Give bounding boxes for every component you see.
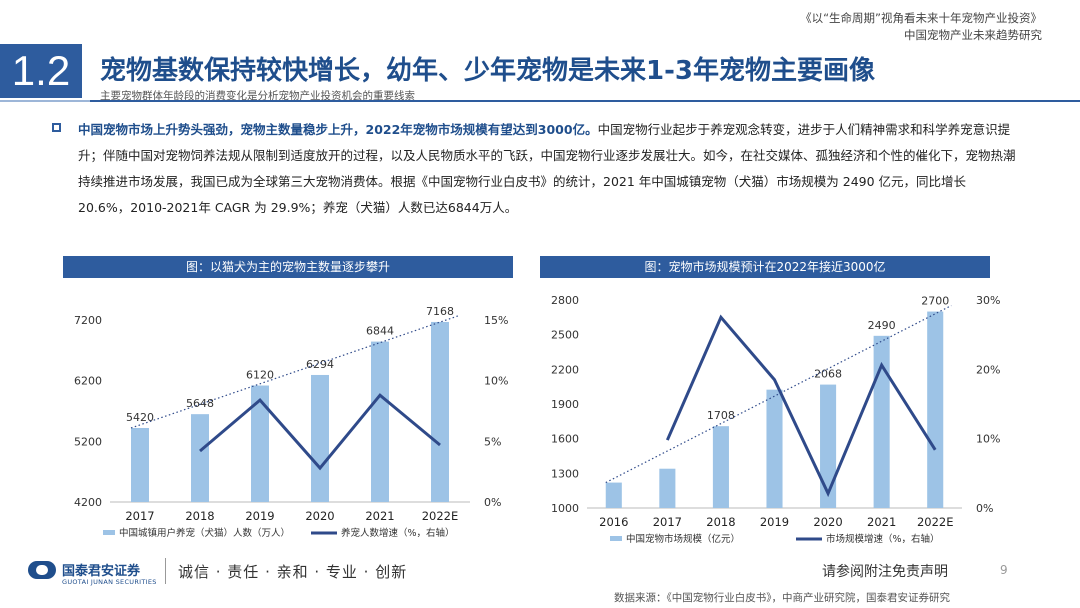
- bar-2018: [712, 426, 729, 508]
- page-number: 9: [1000, 563, 1008, 577]
- bar-2017: [659, 468, 676, 508]
- category-label: 2017: [653, 515, 682, 529]
- category-label: 2022E: [422, 509, 459, 523]
- brand-logo: 国泰君安证券 GUOTAI JUNAN SECURITIES: [28, 560, 156, 586]
- right-axis-tick: 10%: [484, 375, 508, 388]
- data-label: 7168: [426, 305, 454, 318]
- category-label: 2021: [867, 515, 896, 529]
- data-label: 2700: [921, 295, 949, 308]
- category-label: 2016: [599, 515, 628, 529]
- disclaimer: 请参阅附注免责声明: [822, 564, 948, 580]
- trend-line: [130, 315, 459, 429]
- footer-divider: [165, 558, 166, 584]
- left-axis-tick: 1600: [551, 433, 579, 446]
- body-text: 中国宠物行业起步于养宠观念转变，进步于人们精神需求和科学养宠意识提升；伴随中国对…: [78, 122, 1016, 215]
- data-label: 5648: [186, 397, 214, 410]
- data-label: 6120: [246, 369, 274, 382]
- legend-bar-label: 中国城镇用户养宠（犬猫）人数（万人）: [119, 527, 290, 539]
- bar-2016: [605, 482, 622, 508]
- data-label: 2068: [814, 368, 842, 381]
- page-subtitle: 主要宠物群体年龄段的消费变化是分析宠物产业投资机会的重要线索: [100, 90, 415, 102]
- left-axis-tick: 4200: [74, 496, 102, 509]
- right-axis-tick: 20%: [976, 363, 1000, 376]
- bar-2018: [191, 414, 209, 502]
- slogan: 诚信 · 责任 · 亲和 · 专业 · 创新: [178, 563, 408, 581]
- report-header: 《以“生命周期”视角看未来十年宠物产业投资》 中国宠物产业未来趋势研究: [800, 10, 1042, 44]
- data-source: 数据来源：《中国宠物行业白皮书》，中商产业研究院，国泰君安证券研究: [614, 592, 950, 604]
- category-label: 2017: [125, 509, 154, 523]
- growth-line: [665, 314, 937, 498]
- chart-right-header: 图：宠物市场规模预计在2022年接近3000亿: [540, 256, 990, 278]
- bar-2017: [131, 427, 149, 502]
- brand-name: 国泰君安证券: [62, 564, 141, 579]
- category-label: 2019: [245, 509, 274, 523]
- category-label: 2020: [813, 515, 842, 529]
- body-paragraph: 中国宠物市场上升势头强劲，宠物主数量稳步上升，2022年宠物市场规模有望达到30…: [78, 117, 1018, 221]
- left-axis-tick: 5200: [74, 435, 102, 448]
- data-label: 5420: [126, 411, 154, 424]
- trend-line: [605, 305, 952, 484]
- bar-2022E: [927, 311, 944, 508]
- chart-market-size: 1000 1300 1600 1900 2200 2500 2800 0% 10% 20% 30% 1…: [551, 294, 1000, 545]
- data-label: 1708: [707, 409, 735, 422]
- title-rule-left: [0, 100, 90, 102]
- left-axis-tick: 1300: [551, 467, 579, 480]
- page-title: 宠物基数保持较快增长，幼年、少年宠物是未来1-3年宠物主要画像: [100, 56, 875, 86]
- legend-bar-swatch: [610, 536, 622, 541]
- bar-2021: [873, 335, 890, 508]
- bullet-icon: [52, 123, 61, 132]
- left-axis-tick: 2500: [551, 329, 579, 342]
- bar-2019: [251, 385, 269, 502]
- left-axis-tick: 2200: [551, 363, 579, 376]
- brand-name-en: GUOTAI JUNAN SECURITIES: [62, 578, 157, 586]
- legend-bar-label: 中国宠物市场规模（亿元）: [626, 533, 740, 545]
- bar-2020: [820, 384, 837, 508]
- bar-2019: [766, 389, 783, 508]
- chart-left-header: 图：以猫犬为主的宠物主数量逐步攀升: [63, 256, 513, 278]
- logo-mark-icon: [28, 560, 56, 579]
- growth-line: [199, 393, 441, 471]
- category-label: 2019: [760, 515, 789, 529]
- category-label: 2018: [185, 509, 214, 523]
- right-axis-tick: 10%: [976, 433, 1000, 446]
- legend-line-label: 养宠人数增速（%，右轴）: [341, 527, 455, 539]
- legend-line-label: 市场规模增速（%，右轴）: [826, 533, 940, 545]
- category-label: 2018: [706, 515, 735, 529]
- left-axis-tick: 1900: [551, 398, 579, 411]
- report-title: 《以“生命周期”视角看未来十年宠物产业投资》: [800, 11, 1042, 25]
- title-rule: [90, 100, 1080, 102]
- right-axis-tick: 0%: [976, 502, 993, 515]
- category-label: 2022E: [917, 515, 954, 529]
- left-axis-tick: 7200: [74, 314, 102, 327]
- legend-bar-swatch: [103, 530, 115, 535]
- bar-2020: [311, 374, 329, 502]
- chart-pet-owners: 4200 5200 6200 7200 0% 5% 10% 15% 5420 5648 6120 62…: [74, 305, 508, 539]
- bar-2022E: [431, 321, 449, 502]
- body-lead: 中国宠物市场上升势头强劲，宠物主数量稳步上升，2022年宠物市场规模有望达到30…: [78, 122, 598, 137]
- left-axis-tick: 1000: [551, 502, 579, 515]
- left-axis-tick: 2800: [551, 294, 579, 307]
- data-label: 2490: [868, 319, 896, 332]
- right-axis-tick: 15%: [484, 314, 508, 327]
- section-number: 1.2: [0, 44, 82, 98]
- report-subtitle: 中国宠物产业未来趋势研究: [904, 28, 1042, 42]
- category-label: 2021: [365, 509, 394, 523]
- data-label: 6844: [366, 325, 394, 338]
- bar-2021: [371, 341, 389, 502]
- right-axis-tick: 5%: [484, 435, 501, 448]
- data-label: 6294: [306, 358, 334, 371]
- right-axis-tick: 30%: [976, 294, 1000, 307]
- left-axis-tick: 6200: [74, 375, 102, 388]
- right-axis-tick: 0%: [484, 496, 501, 509]
- category-label: 2020: [305, 509, 334, 523]
